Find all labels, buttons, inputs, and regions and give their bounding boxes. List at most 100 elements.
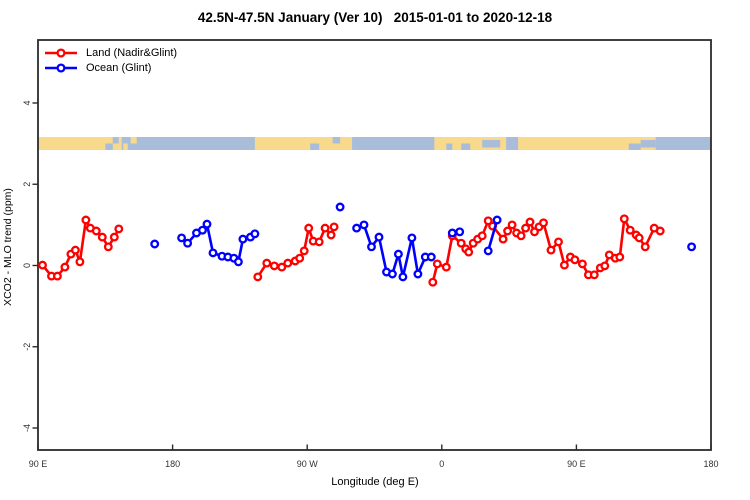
data-point xyxy=(477,231,487,241)
data-point xyxy=(507,220,517,230)
data-point xyxy=(283,258,293,268)
data-point xyxy=(109,232,119,242)
data-point xyxy=(198,225,207,235)
data-point xyxy=(464,247,474,257)
data-point xyxy=(367,242,376,252)
legend-label-ocean: Ocean (Glint) xyxy=(86,61,152,74)
data-point xyxy=(525,217,535,227)
data-point xyxy=(539,218,548,228)
data-point xyxy=(428,277,438,287)
data-point xyxy=(546,245,556,255)
data-point xyxy=(326,230,336,240)
data-point xyxy=(398,272,408,282)
data-point xyxy=(589,270,599,280)
data-point xyxy=(60,262,70,272)
data-point xyxy=(299,246,309,256)
data-point xyxy=(250,229,260,239)
data-point xyxy=(554,237,563,247)
data-point xyxy=(492,215,502,225)
data-point xyxy=(91,226,101,236)
x-tick-label: 180 xyxy=(165,459,180,469)
data-point xyxy=(577,259,587,269)
map-strip-ocean-segment xyxy=(461,143,471,150)
data-point xyxy=(615,252,625,262)
map-strip-ocean-segment xyxy=(628,143,641,150)
data-point xyxy=(498,234,508,244)
data-point xyxy=(387,269,397,279)
data-point xyxy=(233,257,243,267)
data-point xyxy=(503,226,513,236)
data-point xyxy=(114,224,124,234)
legend-label-land: Land (Nadir&Glint) xyxy=(86,46,178,59)
data-point xyxy=(320,223,330,233)
data-point xyxy=(202,219,212,229)
data-point xyxy=(304,223,314,233)
x-tick-label: 90 W xyxy=(297,459,319,469)
data-point xyxy=(456,238,466,248)
data-point xyxy=(359,220,369,230)
data-point xyxy=(238,234,248,244)
plot-box xyxy=(37,39,712,451)
y-axis-title: XCO2 - MLO trend (ppm) xyxy=(2,188,14,306)
data-point xyxy=(640,242,650,252)
y-tick-label: 2 xyxy=(22,182,32,187)
x-tick-label: 0 xyxy=(439,459,444,469)
data-point xyxy=(521,223,531,233)
y-tick-label: 4 xyxy=(22,100,32,105)
data-point xyxy=(352,223,362,233)
data-point xyxy=(393,249,403,259)
data-point xyxy=(329,222,339,232)
series-line xyxy=(486,219,499,252)
y-tick-label: -4 xyxy=(22,424,32,432)
data-point xyxy=(483,246,493,256)
data-point xyxy=(150,239,160,249)
data-point xyxy=(413,269,423,279)
data-point xyxy=(75,257,85,267)
data-point xyxy=(70,245,80,255)
data-point xyxy=(559,260,569,270)
data-point xyxy=(52,271,62,281)
data-point xyxy=(687,242,697,252)
data-point xyxy=(314,237,324,247)
data-point xyxy=(619,214,629,224)
data-point xyxy=(483,216,493,226)
map-strip-land-speck xyxy=(343,137,350,144)
y-tick-label: -2 xyxy=(22,343,32,351)
data-point xyxy=(432,259,442,269)
data-point xyxy=(295,253,305,263)
y-tick-label: 0 xyxy=(22,263,32,268)
data-point xyxy=(426,252,436,262)
data-point xyxy=(516,231,526,241)
data-point xyxy=(277,262,287,272)
legend: Land (Nadir&Glint) Ocean (Glint) xyxy=(44,45,177,75)
map-strip-ocean-segment xyxy=(310,143,320,150)
data-point xyxy=(625,225,635,235)
map-strip-ocean-segment xyxy=(121,137,255,150)
data-point xyxy=(208,248,218,258)
map-strip-ocean-segment xyxy=(332,137,341,144)
x-tick-label: 90 E xyxy=(29,459,48,469)
data-point xyxy=(269,261,279,271)
map-strip-ocean-segment xyxy=(105,143,113,150)
series-line xyxy=(356,223,432,279)
data-point xyxy=(262,258,272,268)
data-point xyxy=(177,233,187,243)
map-strip-ocean-segment xyxy=(655,137,711,150)
legend-swatch-land-icon xyxy=(45,47,77,58)
map-strip-ocean-segment xyxy=(112,137,119,144)
legend-swatch-ocean-icon xyxy=(45,62,77,73)
data-point xyxy=(634,233,644,243)
data-point xyxy=(103,242,113,252)
data-point xyxy=(97,232,107,242)
data-point xyxy=(253,272,263,282)
data-point xyxy=(183,238,193,248)
data-point xyxy=(455,227,465,237)
map-strip-ocean-segment xyxy=(506,137,519,150)
data-point xyxy=(335,202,345,212)
x-axis-title: Longitude (deg E) xyxy=(331,476,419,488)
data-point xyxy=(447,228,457,238)
data-point xyxy=(570,255,580,265)
map-strip-ocean-segment xyxy=(640,140,656,148)
data-point xyxy=(81,215,91,225)
